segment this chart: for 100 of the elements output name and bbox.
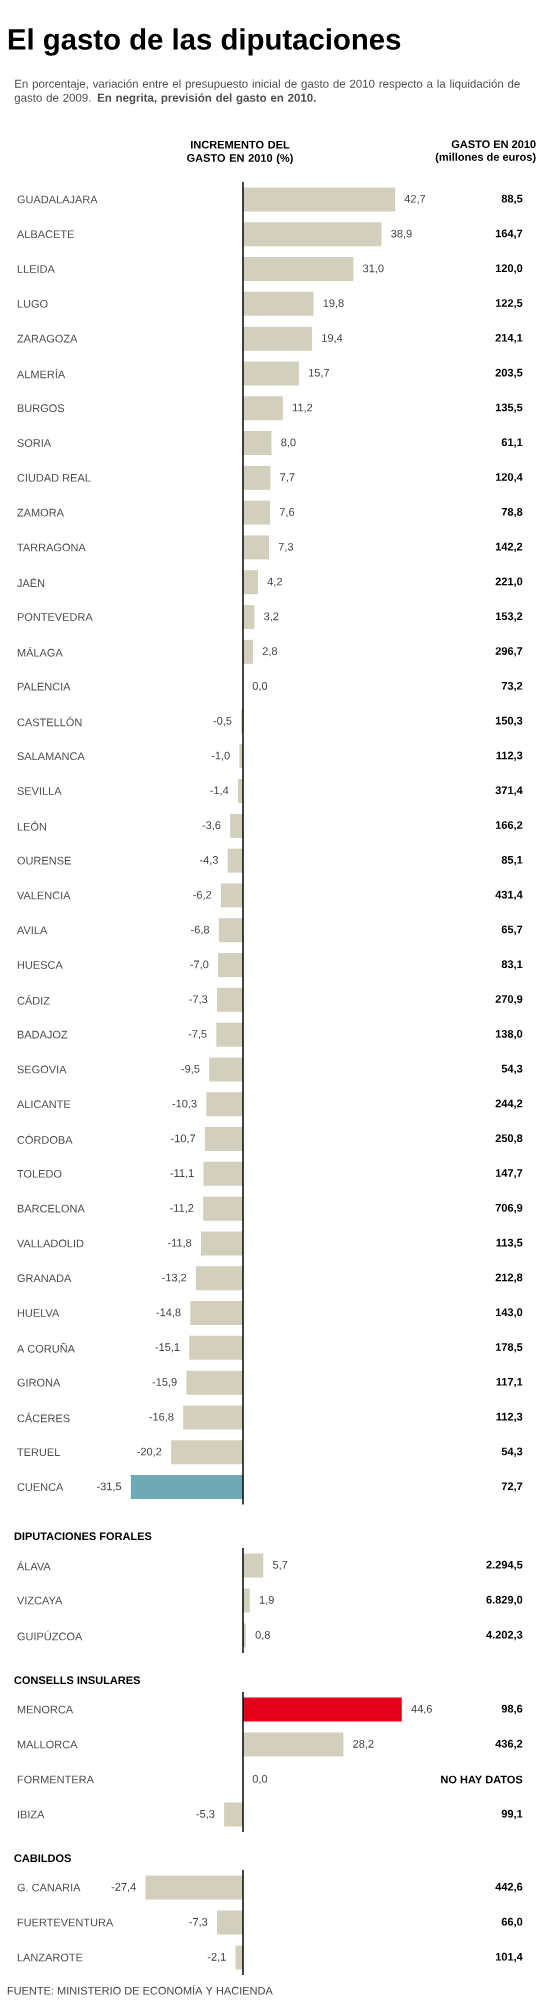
- text: 244,2: [495, 1099, 523, 1109]
- text: 706,9: [495, 1203, 523, 1214]
- x-axis-title: INCREMENTO DEL GASTO EN 2010 (%): [187, 140, 293, 165]
- source-note: FUENTE: MINISTERIO DE ECONOMÍA Y HACIENDA: [7, 1984, 273, 1995]
- text: NO HAY DATOS: [441, 1775, 523, 1784]
- data-label: -11,1: [170, 1169, 194, 1179]
- data-label: 8,0: [281, 438, 296, 448]
- text: 371,4: [495, 786, 523, 796]
- data-label: -20,2: [137, 1447, 162, 1457]
- y-tick-label: LLEIDA: [17, 265, 55, 273]
- data-label: -6,2: [193, 890, 212, 900]
- data-label: -1,0: [211, 751, 230, 761]
- y-tick-label: PALENCIA: [17, 682, 71, 691]
- text: DIPUTACIONES FORALES: [14, 1532, 152, 1541]
- text: 143,0: [495, 1308, 523, 1318]
- data-label: 3,2: [264, 612, 279, 622]
- text: 178,5: [495, 1343, 523, 1353]
- text: 113,5: [496, 1238, 523, 1249]
- y-tick-label: ÁLAVA: [16, 1560, 51, 1571]
- y-tick-label: CUENCA: [17, 1483, 64, 1491]
- text: 54,3: [501, 1447, 523, 1457]
- text: 120,0: [495, 264, 523, 274]
- text: 101,4: [495, 1952, 523, 1963]
- y-tick-label: HUESCA: [17, 961, 63, 969]
- y-tick-label: FUERTEVENTURA: [17, 1918, 114, 1927]
- text: 431,4: [495, 890, 523, 901]
- y-tick-label: ALICANTE: [16, 1100, 71, 1109]
- y-tick-label: GRANADA: [17, 1274, 72, 1283]
- y-tick-label: MÁLAGA: [17, 647, 63, 657]
- text: 6.829,0: [486, 1595, 523, 1606]
- data-label: 2,8: [262, 647, 278, 657]
- data-label: -10,3: [172, 1099, 197, 1109]
- text: 2.294,5: [486, 1560, 523, 1571]
- text: 212,8: [495, 1273, 523, 1283]
- y-tick-label: SALAMANCA: [17, 752, 85, 761]
- text: CONSELLS INSULARES: [14, 1676, 140, 1685]
- text: 150,3: [495, 716, 523, 727]
- data-label: 42,7: [404, 194, 426, 204]
- chart-title: El gasto de las diputaciones: [8, 28, 401, 56]
- y-tick-label: TOLEDO: [17, 1169, 62, 1178]
- y-tick-label: AVILA: [16, 926, 48, 935]
- text: 153,2: [495, 612, 523, 622]
- data-label: 15,7: [309, 368, 330, 378]
- data-label: -13,2: [162, 1273, 187, 1283]
- data-label: 0,0: [252, 682, 268, 692]
- text: 72,7: [501, 1482, 523, 1492]
- data-label: -31,5: [97, 1482, 122, 1492]
- y-tick-label: VIZCAYA: [16, 1596, 63, 1605]
- text: 442,6: [495, 1882, 523, 1893]
- text: 250,8: [495, 1134, 523, 1144]
- text: 135,5: [495, 403, 523, 413]
- y-tick-label: BURGOS: [17, 404, 65, 413]
- y-tick-label: GUADALAJARA: [17, 195, 98, 204]
- data-label: -6,8: [191, 925, 210, 935]
- data-label: -10,7: [171, 1134, 196, 1144]
- text: 214,1: [495, 333, 523, 344]
- y-tick-label: SEGOVIA: [17, 1065, 67, 1074]
- text: GASTO EN 2010: [451, 140, 536, 149]
- text: 73,2: [501, 681, 523, 692]
- text: 61,1: [501, 438, 523, 448]
- text: 112,3: [496, 751, 523, 761]
- text: 120,4: [495, 473, 523, 483]
- data-label: 4,2: [267, 577, 282, 587]
- data-label: 11,2: [292, 403, 313, 413]
- data-label: -7,3: [189, 1917, 208, 1928]
- y-tick-label: LEÓN: [17, 821, 46, 831]
- data-label: 5,7: [273, 1561, 288, 1570]
- y-tick-label: CÁCERES: [17, 1412, 70, 1423]
- data-label: -1,4: [210, 786, 229, 796]
- data-label: -16,8: [149, 1412, 174, 1422]
- text: (millones de euros): [435, 152, 536, 164]
- y-tick-label: PONTEVEDRA: [17, 613, 93, 621]
- data-label: 28,2: [353, 1739, 374, 1750]
- text: 270,9: [495, 995, 523, 1005]
- text: 112,3: [496, 1412, 523, 1423]
- text: 122,5: [495, 299, 523, 309]
- data-label: 7,6: [279, 508, 295, 518]
- data-label: 1,9: [259, 1595, 274, 1606]
- y-tick-label: SORIA: [17, 439, 52, 447]
- data-label: 31,0: [363, 264, 384, 274]
- y-tick-label: LANZAROTE: [17, 1953, 83, 1962]
- text: 164,7: [495, 229, 523, 239]
- text: 142,2: [495, 542, 523, 553]
- text: 117,1: [496, 1377, 523, 1388]
- y-tick-label: TERUEL: [17, 1448, 60, 1457]
- data-label: -15,9: [152, 1378, 177, 1388]
- text: 98,6: [501, 1704, 523, 1715]
- text: 54,3: [501, 1064, 523, 1075]
- y-tick-label: SEVILLA: [17, 787, 62, 795]
- data-label: 7,7: [280, 473, 295, 483]
- text: 4.202,3: [486, 1630, 523, 1641]
- y-tick-label: A CORUÑA: [16, 1342, 75, 1353]
- y-tick-label: HUELVA: [17, 1309, 60, 1317]
- data-label: 19,8: [323, 299, 344, 309]
- data-label: -7,0: [190, 960, 209, 970]
- text: 83,1: [501, 960, 523, 970]
- y-tick-label: BARCELONA: [17, 1204, 85, 1213]
- y-tick-label: OURENSE: [17, 856, 71, 865]
- y-tick-label: CÁDIZ: [17, 995, 50, 1005]
- data-label: -5,3: [196, 1809, 215, 1820]
